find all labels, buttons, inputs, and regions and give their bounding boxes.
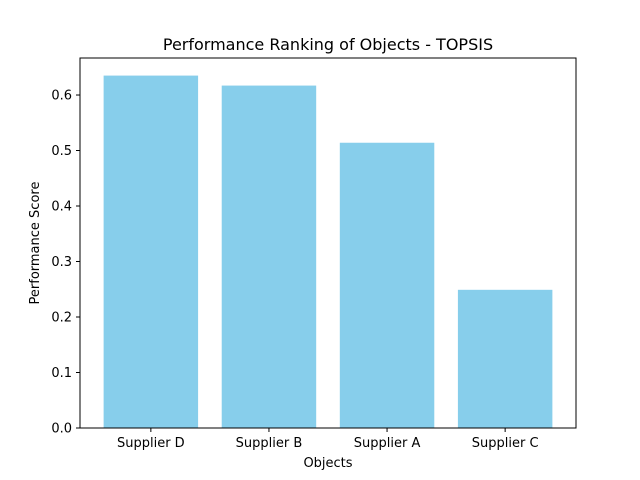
y-tick-label: 0.3 [51, 255, 72, 270]
x-tick-label: Supplier B [236, 436, 303, 451]
chart-title: Performance Ranking of Objects - TOPSIS [163, 35, 493, 54]
x-axis-label: Objects [303, 456, 352, 471]
bars-group [103, 75, 553, 428]
x-tick-label: Supplier A [354, 436, 421, 451]
plot-area-frame [79, 57, 577, 429]
bar-supplier-d [103, 75, 199, 428]
y-tick-label: 0.5 [51, 144, 72, 159]
y-axis-label: Performance Score [28, 182, 43, 305]
y-tick-label: 0.1 [51, 366, 72, 381]
bar-supplier-c [457, 289, 553, 428]
y-tick-label: 0.2 [51, 311, 72, 326]
y-axis-ticks: 0.0 0.1 0.2 0.3 0.4 0.5 0.6 [51, 89, 80, 437]
y-tick-label: 0.6 [51, 89, 72, 104]
x-axis-ticks: Supplier D Supplier B Supplier A Supplier C [117, 428, 539, 451]
x-tick-label: Supplier C [472, 436, 539, 451]
y-tick-label: 0.0 [51, 422, 72, 437]
bar-supplier-a [339, 142, 435, 428]
x-tick-label: Supplier D [117, 436, 185, 451]
y-tick-label: 0.4 [51, 200, 72, 215]
bar-supplier-b [221, 85, 317, 428]
